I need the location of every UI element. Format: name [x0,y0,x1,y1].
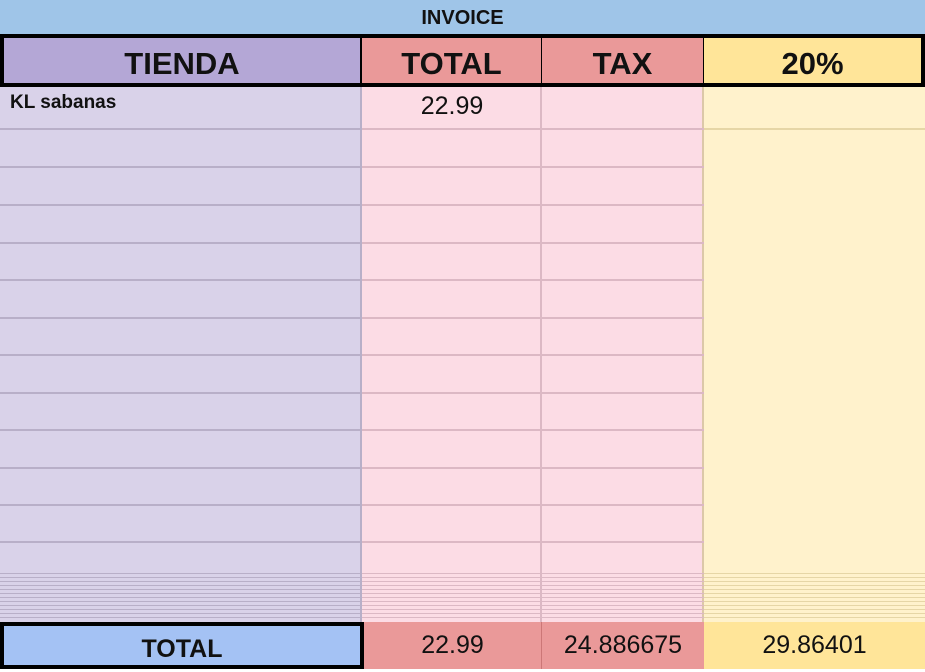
row-divider [362,577,542,578]
totals-total[interactable]: 22.99 [364,622,542,669]
row-divider [704,573,925,574]
row-divider [362,593,542,594]
row-divider [542,581,704,582]
row-divider [0,279,362,281]
row-divider [0,242,362,244]
row-divider [0,581,362,582]
totals-pct[interactable]: 29.86401 [704,622,925,669]
row-divider [0,585,362,586]
row-divider [0,577,362,578]
row-divider [0,609,362,610]
row-divider [542,589,704,590]
row-divider [0,128,362,130]
row-divider [362,467,542,469]
row-divider [542,541,704,543]
row-divider [542,166,704,168]
row-divider [542,577,704,578]
row-divider [704,613,925,614]
row-divider [362,541,542,543]
row-divider [542,573,704,574]
invoice-title: INVOICE [0,0,925,34]
row-divider [0,429,362,431]
row-divider [542,242,704,244]
row-divider [0,166,362,168]
row-divider [704,617,925,618]
row-divider [542,585,704,586]
totals-tax[interactable]: 24.886675 [542,622,704,669]
row-divider [362,354,542,356]
row-divider [362,605,542,606]
row-divider [704,581,925,582]
row-divider [362,204,542,206]
row-divider [542,617,704,618]
row-divider [704,128,925,130]
row-divider [0,392,362,394]
row-divider [704,577,925,578]
row-divider [542,613,704,614]
row-divider [704,605,925,606]
row-divider [362,617,542,618]
row-divider [0,617,362,618]
row-divider [542,354,704,356]
header-total[interactable]: TOTAL [362,34,544,87]
row-divider [704,609,925,610]
row-divider [542,204,704,206]
row-divider [704,593,925,594]
row-divider [0,204,362,206]
row-divider [0,573,362,574]
row-divider [0,354,362,356]
pct-column[interactable] [704,87,925,622]
row-divider [542,467,704,469]
row-divider [362,573,542,574]
row-divider [704,589,925,590]
row-divider [704,597,925,598]
row-divider [0,613,362,614]
header-tienda[interactable]: TIENDA [0,34,364,87]
row-divider [542,317,704,319]
row-divider [0,541,362,543]
row-divider [362,166,542,168]
row-divider [542,429,704,431]
row-divider [0,601,362,602]
row-divider [362,613,542,614]
row-divider [362,581,542,582]
row-divider [704,585,925,586]
totals-label[interactable]: TOTAL [0,622,364,669]
row-divider [362,429,542,431]
row-divider [542,128,704,130]
row-divider [362,279,542,281]
header-pct[interactable]: 20% [704,34,925,87]
row-divider [0,597,362,598]
row-divider [542,279,704,281]
row-divider [362,128,542,130]
row-divider [362,585,542,586]
row-divider [0,467,362,469]
row-divider [542,605,704,606]
row-divider [542,504,704,506]
row-divider [542,601,704,602]
row-divider [362,609,542,610]
row-divider [362,601,542,602]
row-divider [0,605,362,606]
row-divider [542,609,704,610]
row-divider [362,392,542,394]
header-tax[interactable]: TAX [542,34,706,87]
row-1-tienda[interactable]: KL sabanas [10,92,117,113]
row-divider [362,504,542,506]
row-divider [362,589,542,590]
row-divider [704,601,925,602]
row-1-total[interactable]: 22.99 [420,92,484,120]
row-divider [542,597,704,598]
row-divider [0,589,362,590]
row-divider [362,597,542,598]
row-divider [0,504,362,506]
row-divider [362,317,542,319]
row-divider [542,593,704,594]
row-divider [0,593,362,594]
row-divider [0,317,362,319]
row-divider [362,242,542,244]
row-divider [542,392,704,394]
